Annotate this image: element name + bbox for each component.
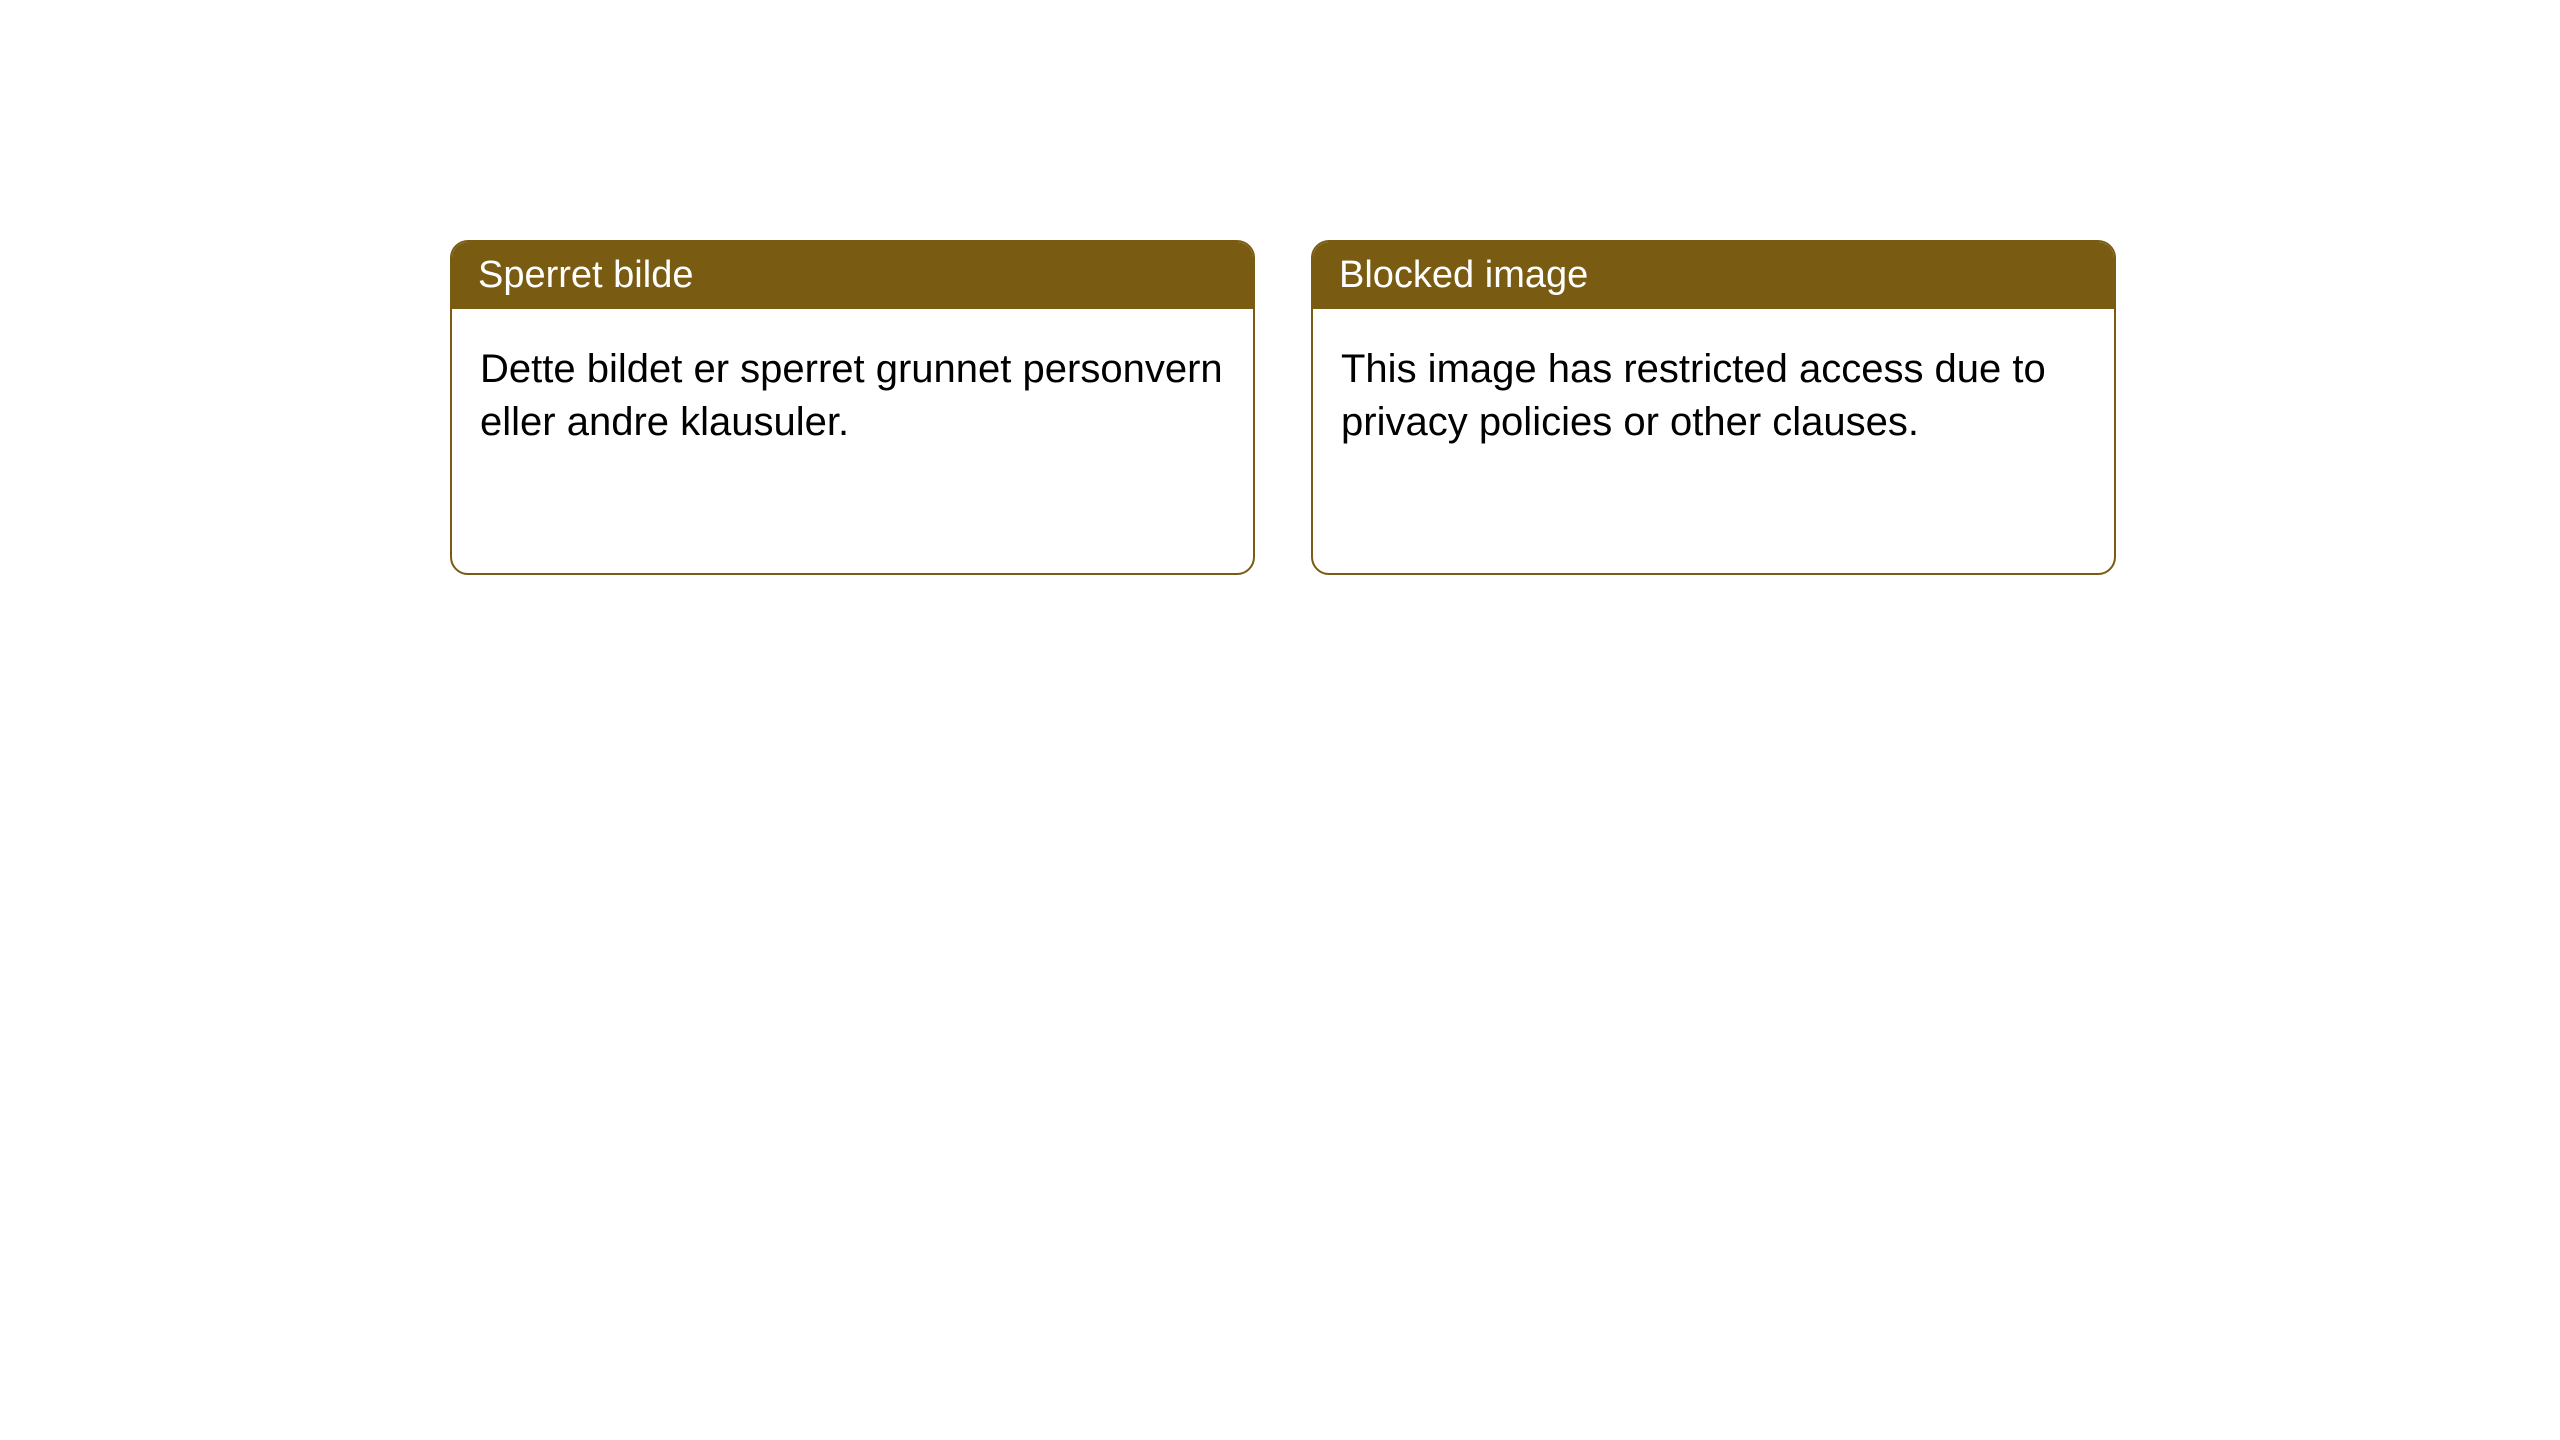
notice-title: Sperret bilde bbox=[478, 254, 693, 296]
notice-body: This image has restricted access due to … bbox=[1313, 309, 2114, 483]
notice-header: Sperret bilde bbox=[452, 242, 1253, 309]
notice-header: Blocked image bbox=[1313, 242, 2114, 309]
notice-message: Dette bildet er sperret grunnet personve… bbox=[480, 347, 1223, 444]
notice-container: Sperret bilde Dette bildet er sperret gr… bbox=[0, 0, 2560, 575]
notice-message: This image has restricted access due to … bbox=[1341, 347, 2046, 444]
notice-card-norwegian: Sperret bilde Dette bildet er sperret gr… bbox=[450, 240, 1255, 575]
notice-title: Blocked image bbox=[1339, 254, 1588, 296]
notice-body: Dette bildet er sperret grunnet personve… bbox=[452, 309, 1253, 483]
notice-card-english: Blocked image This image has restricted … bbox=[1311, 240, 2116, 575]
